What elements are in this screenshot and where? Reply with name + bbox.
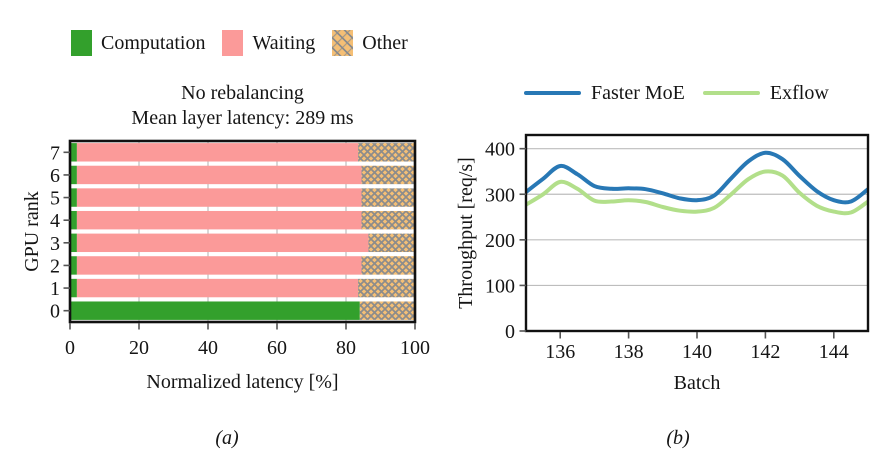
legend-item-waiting: Waiting [222, 30, 315, 56]
bar-segment-computation-rank1 [70, 278, 77, 298]
bar-segment-waiting-rank4 [76, 210, 362, 230]
y-tick-label-200: 200 [485, 230, 515, 252]
other-hatch-swatch [332, 30, 354, 56]
series-line-exflow [526, 169, 868, 216]
y-tick-label-rank-3: 3 [50, 233, 60, 255]
faster-moe-line-swatch [524, 91, 581, 95]
bar-segment-waiting-rank7 [76, 143, 359, 162]
x-tick-label-142: 142 [750, 341, 780, 363]
y-axis-label-a: GPU rank [21, 191, 43, 272]
legend-label-exflow: Exflow [769, 81, 829, 104]
stacked-bars [70, 143, 415, 320]
legend-label-waiting: Waiting [252, 31, 316, 54]
bar-segment-other-rank0 [359, 301, 415, 320]
series-line-faster-moe [526, 150, 868, 205]
y-tick-label-400: 400 [485, 139, 515, 161]
computation-swatch [71, 30, 92, 56]
horizontal-gridlines [526, 148, 868, 287]
y-axis-label-b: Throughput [req/s] [455, 157, 477, 309]
y-tick-label-300: 300 [485, 184, 515, 206]
x-tick-label-140: 140 [682, 341, 712, 363]
chart-a-title-line1: No rebalancing [181, 82, 304, 104]
caption-a: (a) [215, 427, 239, 449]
y-tick-label-rank-4: 4 [50, 210, 60, 232]
bar-segment-waiting-rank1 [76, 278, 359, 298]
x-tick-label-136: 136 [545, 341, 575, 363]
legend-item-other: Other [332, 30, 408, 56]
y-tick-label-0: 0 [505, 321, 515, 343]
legend-label-other: Other [362, 31, 408, 54]
legend-item-faster-moe: Faster MoE [524, 82, 685, 105]
y-tick-label-rank-2: 2 [50, 255, 60, 277]
legend-label-computation: Computation [101, 31, 206, 54]
waiting-swatch [222, 30, 244, 56]
bar-segment-waiting-rank3 [76, 233, 369, 253]
bar-segment-computation-rank0 [70, 301, 360, 320]
y-tick-label-rank-0: 0 [50, 301, 60, 323]
bar-segment-computation-rank6 [70, 165, 77, 185]
legend-panel-b: Faster MoE Exflow [524, 80, 829, 106]
chart-a-title: No rebalancing Mean layer latency: 289 m… [70, 81, 415, 131]
x-tick-label-144: 144 [819, 341, 849, 363]
x-axis-label-a: Normalized latency [%] [146, 371, 338, 393]
x-tick-label-0: 0 [65, 337, 75, 359]
x-tick-label-100: 100 [400, 337, 430, 359]
legend-label-faster-moe: Faster MoE [591, 81, 685, 104]
bar-segment-waiting-rank6 [76, 165, 362, 185]
bar-segment-computation-rank7 [70, 143, 77, 162]
bar-segment-computation-rank4 [70, 210, 77, 230]
legend-panel-a: Computation Waiting Other [71, 30, 408, 56]
bar-segment-waiting-rank2 [76, 256, 362, 275]
legend-item-exflow: Exflow [702, 81, 829, 105]
x-axis-label-b: Batch [674, 372, 721, 394]
axis-ticks-b [519, 147, 835, 339]
x-tick-label-60: 60 [267, 337, 287, 359]
line-chart-svg: 0 100 200 300 400 136 138 140 142 144 Batch Through… [455, 133, 870, 394]
bar-segment-waiting-rank5 [76, 188, 362, 207]
bar-segment-other-rank4 [361, 210, 415, 230]
legend-item-computation: Computation [71, 30, 205, 56]
bar-segment-computation-rank3 [70, 233, 77, 253]
x-tick-label-80: 80 [336, 337, 356, 359]
x-tick-label-40: 40 [198, 337, 218, 359]
bar-segment-other-rank1 [358, 278, 415, 298]
axis-ticks-a [63, 151, 416, 330]
y-tick-label-rank-7: 7 [50, 142, 60, 164]
caption-b: (b) [666, 427, 690, 449]
x-tick-label-20: 20 [129, 337, 149, 359]
bar-segment-other-rank5 [361, 188, 415, 207]
y-tick-label-rank-5: 5 [50, 188, 60, 210]
line-series-group [526, 150, 868, 216]
y-tick-label-rank-6: 6 [50, 165, 60, 187]
plot-border-b [524, 133, 870, 333]
x-tick-label-138: 138 [614, 341, 644, 363]
y-tick-label-100: 100 [485, 275, 515, 297]
bar-segment-other-rank7 [358, 143, 415, 162]
bar-segment-other-rank2 [361, 256, 415, 275]
chart-a-title-line2: Mean layer latency: 289 ms [131, 107, 354, 129]
plot-border-a [68, 139, 417, 324]
bar-segment-other-rank3 [368, 233, 415, 253]
bar-segment-computation-rank5 [70, 188, 77, 207]
y-tick-label-rank-1: 1 [50, 278, 60, 300]
exflow-line-swatch [702, 91, 760, 95]
bar-segment-other-rank6 [361, 165, 415, 185]
bar-segment-computation-rank2 [70, 256, 77, 275]
